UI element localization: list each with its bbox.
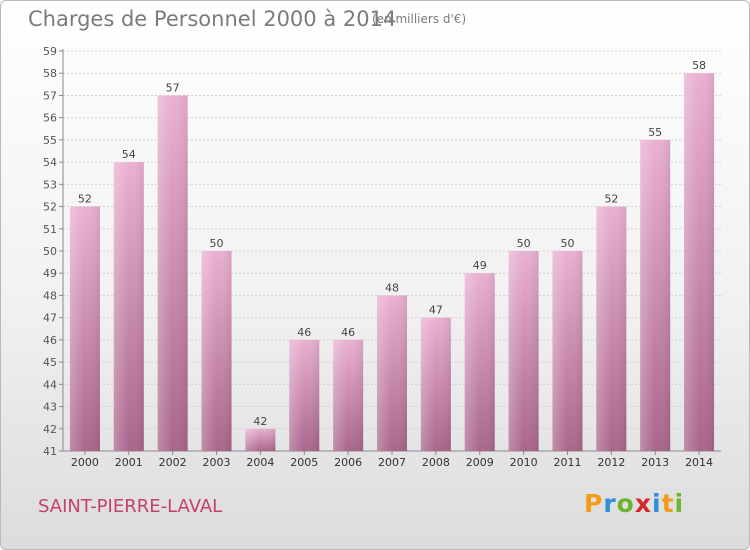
bar-value-label: 50 (517, 237, 531, 250)
bar-shine (508, 251, 539, 451)
logo-letter: o (616, 489, 635, 518)
y-tick-label: 55 (43, 134, 57, 147)
x-tick-label: 2004 (246, 456, 274, 469)
x-tick-label: 2010 (510, 456, 538, 469)
bar-shine (69, 206, 100, 451)
chart-title: Charges de Personnel 2000 à 2014 (28, 7, 397, 31)
x-tick-label: 2001 (115, 456, 143, 469)
bar-value-label: 54 (122, 148, 136, 161)
bar-shine (596, 206, 627, 451)
bar-shine (684, 73, 715, 451)
y-tick-label: 52 (43, 201, 57, 214)
bar-shine (464, 273, 495, 451)
x-tick-label: 2007 (378, 456, 406, 469)
bar-value-label: 50 (560, 237, 574, 250)
y-tick-label: 56 (43, 112, 57, 125)
bar-shine (420, 317, 451, 451)
bar-shine (640, 139, 671, 451)
bar-value-label: 52 (604, 193, 618, 206)
y-tick-label: 54 (43, 156, 57, 169)
x-tick-label: 2009 (466, 456, 494, 469)
bar-value-label: 55 (648, 126, 662, 139)
proxiti-logo: Proxiti (584, 489, 684, 518)
bar-shine (377, 295, 407, 451)
x-tick-label: 2006 (334, 456, 362, 469)
logo-letter: i (652, 489, 662, 518)
bar-value-label: 49 (473, 259, 487, 272)
logo-letter: x (634, 489, 652, 518)
bar-shine (157, 95, 188, 451)
y-tick-label: 44 (43, 378, 57, 391)
bar-shine (333, 339, 364, 451)
logo-letter: r (603, 489, 617, 518)
bar-shine (245, 428, 276, 451)
bar-value-label: 48 (385, 281, 399, 294)
bar-value-label: 46 (297, 326, 311, 339)
bar-value-label: 58 (692, 59, 706, 72)
bar-value-label: 46 (341, 326, 355, 339)
x-tick-label: 2012 (597, 456, 625, 469)
bar-shine (201, 251, 232, 451)
logo-letter: t (661, 489, 675, 518)
bar-shine (289, 339, 320, 451)
x-tick-label: 2005 (290, 456, 318, 469)
bar-value-label: 57 (166, 81, 180, 94)
y-tick-label: 51 (43, 223, 57, 236)
logo-letter: i (674, 489, 685, 518)
x-tick-label: 2003 (203, 456, 231, 469)
y-tick-label: 53 (43, 178, 57, 191)
y-tick-label: 43 (43, 401, 57, 414)
bar-value-label: 50 (210, 237, 224, 250)
bar-value-label: 47 (429, 304, 443, 317)
chart-subtitle: (en milliers d'€) (372, 12, 467, 26)
y-tick-label: 59 (43, 45, 57, 58)
bar-shine (113, 162, 144, 451)
x-tick-label: 2000 (71, 456, 99, 469)
place-name: SAINT-PIERRE-LAVAL (38, 496, 223, 517)
bar-value-label: 42 (253, 415, 267, 428)
y-tick-label: 50 (43, 245, 57, 258)
y-tick-label: 49 (43, 267, 57, 280)
logo-letter: P (584, 489, 604, 518)
y-tick-label: 47 (43, 312, 57, 325)
y-tick-label: 58 (43, 67, 57, 80)
y-tick-label: 46 (43, 334, 57, 347)
y-tick-label: 48 (43, 289, 57, 302)
bar-shine (552, 251, 583, 451)
x-tick-label: 2014 (685, 456, 713, 469)
bar-value-label: 52 (78, 193, 92, 206)
y-tick-label: 45 (43, 356, 57, 369)
x-tick-label: 2013 (641, 456, 669, 469)
x-tick-label: 2011 (553, 456, 581, 469)
x-tick-label: 2008 (422, 456, 450, 469)
y-tick-label: 41 (43, 445, 57, 458)
x-tick-label: 2002 (159, 456, 187, 469)
y-tick-label: 42 (43, 423, 57, 436)
y-tick-label: 57 (43, 89, 57, 102)
